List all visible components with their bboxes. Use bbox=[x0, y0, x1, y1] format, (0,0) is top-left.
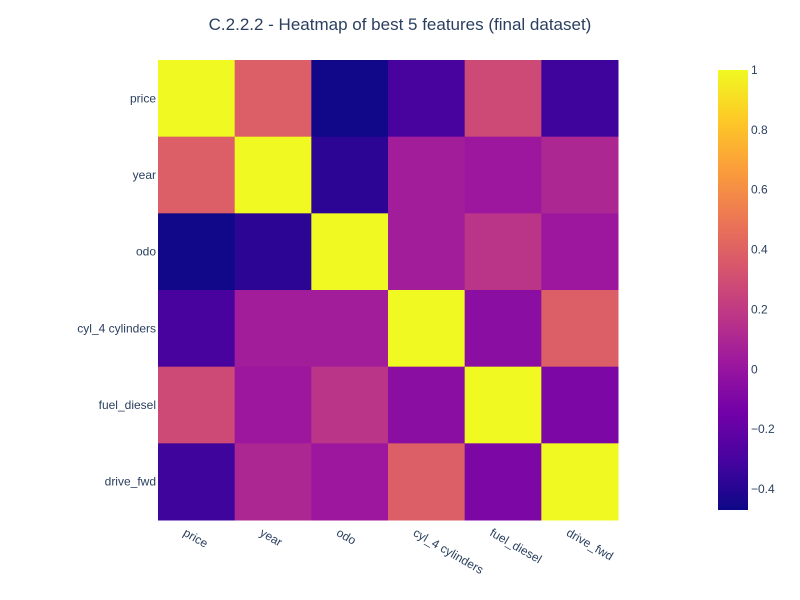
heatmap-cell bbox=[234, 136, 312, 214]
heatmap-cell bbox=[388, 366, 466, 444]
colorbar-tick-label: 0.4 bbox=[751, 243, 768, 257]
heatmap-cell bbox=[541, 213, 619, 291]
heatmap-cell bbox=[464, 60, 542, 138]
x-tick-label: fuel_diesel bbox=[488, 525, 545, 566]
colorbar-tick-label: 0.6 bbox=[751, 183, 768, 197]
heatmap-cell bbox=[158, 443, 236, 521]
heatmap-cell bbox=[311, 213, 389, 291]
heatmap-cell bbox=[464, 443, 542, 521]
heatmap-cell bbox=[234, 443, 312, 521]
chart-title: C.2.2.2 - Heatmap of best 5 features (fi… bbox=[209, 15, 592, 34]
heatmap-cell bbox=[388, 290, 466, 368]
heatmap-cell bbox=[541, 443, 619, 521]
x-tick-label: year bbox=[258, 525, 285, 549]
heatmap-cell bbox=[158, 136, 236, 214]
y-tick-label: odo bbox=[136, 245, 156, 259]
x-axis-ticks: price year odo cyl_4 cylinders fuel_diesel dr… bbox=[181, 525, 616, 576]
colorbar-tick-label: 0.2 bbox=[751, 302, 768, 316]
heatmap-cell bbox=[541, 60, 619, 138]
heatmap-cell bbox=[464, 136, 542, 214]
colorbar-tick-label: 0.8 bbox=[751, 123, 768, 137]
heatmap-cell bbox=[311, 136, 389, 214]
y-tick-label: cyl_4 cylinders bbox=[77, 321, 156, 335]
y-tick-label: fuel_diesel bbox=[99, 398, 156, 412]
colorbar-tick-label: −0.4 bbox=[751, 482, 775, 496]
heatmap-cell bbox=[234, 213, 312, 291]
heatmap-cell bbox=[541, 366, 619, 444]
heatmap-cell bbox=[311, 290, 389, 368]
y-tick-label: price bbox=[130, 91, 156, 105]
colorbar: 1 0.8 0.6 0.4 0.2 0 −0.2 −0.4 bbox=[718, 63, 775, 510]
heatmap-cell bbox=[158, 213, 236, 291]
heatmap-cell bbox=[464, 213, 542, 291]
heatmap-cell bbox=[388, 213, 466, 291]
y-tick-label: year bbox=[133, 168, 156, 182]
colorbar-tick-label: 0 bbox=[751, 362, 758, 376]
heatmap-cell bbox=[158, 60, 236, 138]
colorbar-tick-label: −0.2 bbox=[751, 422, 775, 436]
colorbar-gradient bbox=[718, 70, 748, 510]
x-tick-label: odo bbox=[334, 525, 359, 547]
heatmap-cell bbox=[311, 60, 389, 138]
heatmap-cell bbox=[388, 136, 466, 214]
x-tick-label: price bbox=[181, 525, 211, 550]
x-tick-label: drive_fwd bbox=[564, 525, 615, 563]
heatmap-cell bbox=[311, 366, 389, 444]
heatmap-cell bbox=[541, 290, 619, 368]
heatmap-cell bbox=[234, 290, 312, 368]
heatmap-cell bbox=[541, 136, 619, 214]
heatmap-cell bbox=[158, 290, 236, 368]
heatmap-cell bbox=[464, 366, 542, 444]
heatmap-cell bbox=[158, 366, 236, 444]
heatmap-cell bbox=[464, 290, 542, 368]
colorbar-tick-label: 1 bbox=[751, 63, 758, 77]
heatmap-cells bbox=[158, 60, 619, 521]
heatmap-cell bbox=[388, 443, 466, 521]
y-tick-label: drive_fwd bbox=[105, 475, 156, 489]
heatmap-cell bbox=[388, 60, 466, 138]
heatmap-cell bbox=[311, 443, 389, 521]
heatmap-cell bbox=[234, 366, 312, 444]
heatmap-cell bbox=[234, 60, 312, 138]
y-axis-ticks: price year odo cyl_4 cylinders fuel_dieseldr… bbox=[77, 91, 156, 488]
x-tick-label: cyl_4 cylinders bbox=[411, 525, 486, 576]
